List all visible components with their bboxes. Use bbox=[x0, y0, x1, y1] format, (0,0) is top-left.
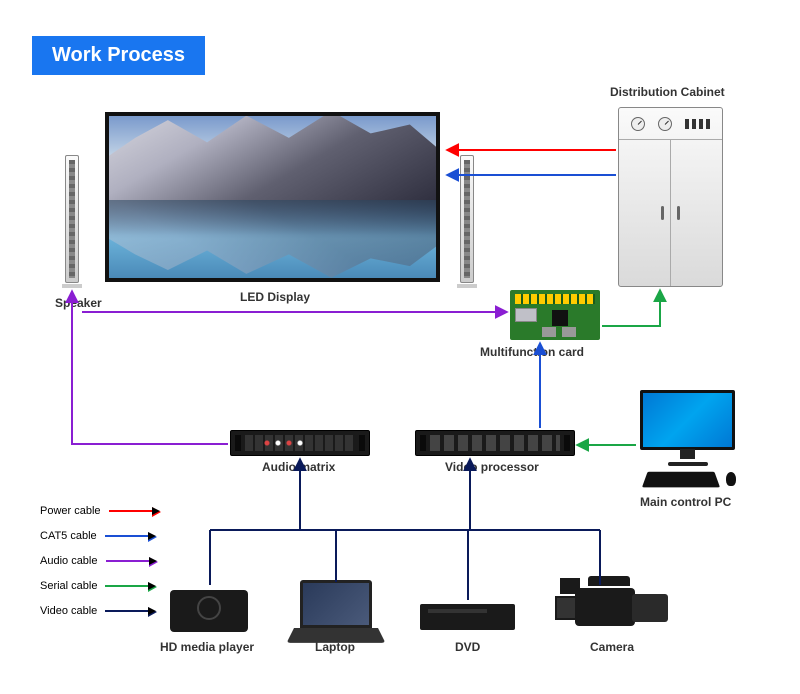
port-icon bbox=[542, 327, 556, 337]
legend-power-swatch bbox=[109, 510, 154, 512]
video-processor-label: Video processor bbox=[445, 460, 539, 474]
pc-monitor bbox=[640, 390, 735, 450]
legend-audio-swatch bbox=[106, 560, 151, 562]
cabinet-label: Distribution Cabinet bbox=[610, 85, 725, 99]
legend-cat5: CAT5 cable bbox=[40, 530, 150, 542]
led-water bbox=[109, 200, 436, 278]
multifunction-card bbox=[510, 290, 600, 340]
speaker-left bbox=[65, 155, 79, 283]
port-icon bbox=[562, 327, 576, 337]
legend-video: Video cable bbox=[40, 605, 150, 617]
legend-audio: Audio cable bbox=[40, 555, 151, 567]
meter-icon bbox=[631, 117, 645, 131]
laptop-label: Laptop bbox=[315, 640, 355, 654]
switch-row bbox=[685, 119, 710, 129]
led-display bbox=[105, 112, 440, 282]
camera-label: Camera bbox=[590, 640, 634, 654]
title-banner: Work Process bbox=[32, 36, 205, 75]
legend-serial-swatch bbox=[105, 585, 150, 587]
title-text: Work Process bbox=[52, 44, 185, 66]
legend-audio-label: Audio cable bbox=[40, 555, 98, 567]
led-display-label: LED Display bbox=[240, 290, 310, 304]
audio-matrix bbox=[230, 430, 370, 456]
edge-serial-mfcard-cabinet bbox=[602, 291, 660, 326]
legend-cat5-label: CAT5 cable bbox=[40, 530, 97, 542]
edge-audio-am-speaker bbox=[72, 292, 228, 444]
pc-keyboard bbox=[642, 472, 720, 488]
speaker-left-base bbox=[62, 284, 82, 288]
video-ports bbox=[430, 435, 560, 451]
camera-lens bbox=[632, 594, 668, 622]
chip-icon bbox=[552, 310, 568, 326]
camera-body bbox=[575, 588, 635, 626]
speaker-right-base bbox=[457, 284, 477, 288]
camera-lcd bbox=[555, 596, 577, 620]
legend-video-label: Video cable bbox=[40, 605, 97, 617]
camera-handle bbox=[588, 576, 630, 586]
mfcard-label: Multifunction card bbox=[480, 345, 584, 359]
speaker-label: Speaker bbox=[55, 296, 102, 310]
distribution-cabinet bbox=[618, 107, 723, 287]
meter-icon bbox=[658, 117, 672, 131]
pc-label: Main control PC bbox=[640, 495, 731, 509]
pc-monitor-base bbox=[668, 462, 708, 466]
cabinet-panel bbox=[619, 108, 722, 140]
media-label: HD media player bbox=[160, 640, 254, 654]
dvd-label: DVD bbox=[455, 640, 480, 654]
speaker-right bbox=[460, 155, 474, 283]
hd-media-player bbox=[170, 590, 248, 632]
legend-video-swatch bbox=[105, 610, 150, 612]
legend-serial-label: Serial cable bbox=[40, 580, 97, 592]
video-processor bbox=[415, 430, 575, 456]
pc-mouse bbox=[726, 472, 736, 486]
laptop-screen bbox=[300, 580, 372, 628]
audio-ports bbox=[245, 435, 355, 451]
cabinet-doors bbox=[619, 140, 722, 286]
legend-cat5-swatch bbox=[105, 535, 150, 537]
legend-serial: Serial cable bbox=[40, 580, 150, 592]
audio-matrix-label: Audio matrix bbox=[262, 460, 335, 474]
dvd-player bbox=[420, 604, 515, 630]
legend-power-label: Power cable bbox=[40, 505, 101, 517]
legend-power: Power cable bbox=[40, 505, 154, 517]
